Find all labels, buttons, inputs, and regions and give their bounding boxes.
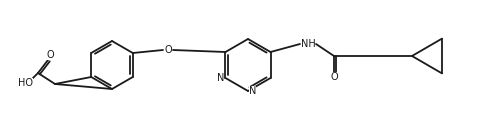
Text: HO: HO <box>18 78 33 88</box>
Text: O: O <box>46 50 54 60</box>
Text: NH: NH <box>301 39 315 49</box>
Text: N: N <box>217 73 225 83</box>
Text: O: O <box>164 45 172 55</box>
Text: N: N <box>249 86 256 96</box>
Text: O: O <box>330 72 338 82</box>
